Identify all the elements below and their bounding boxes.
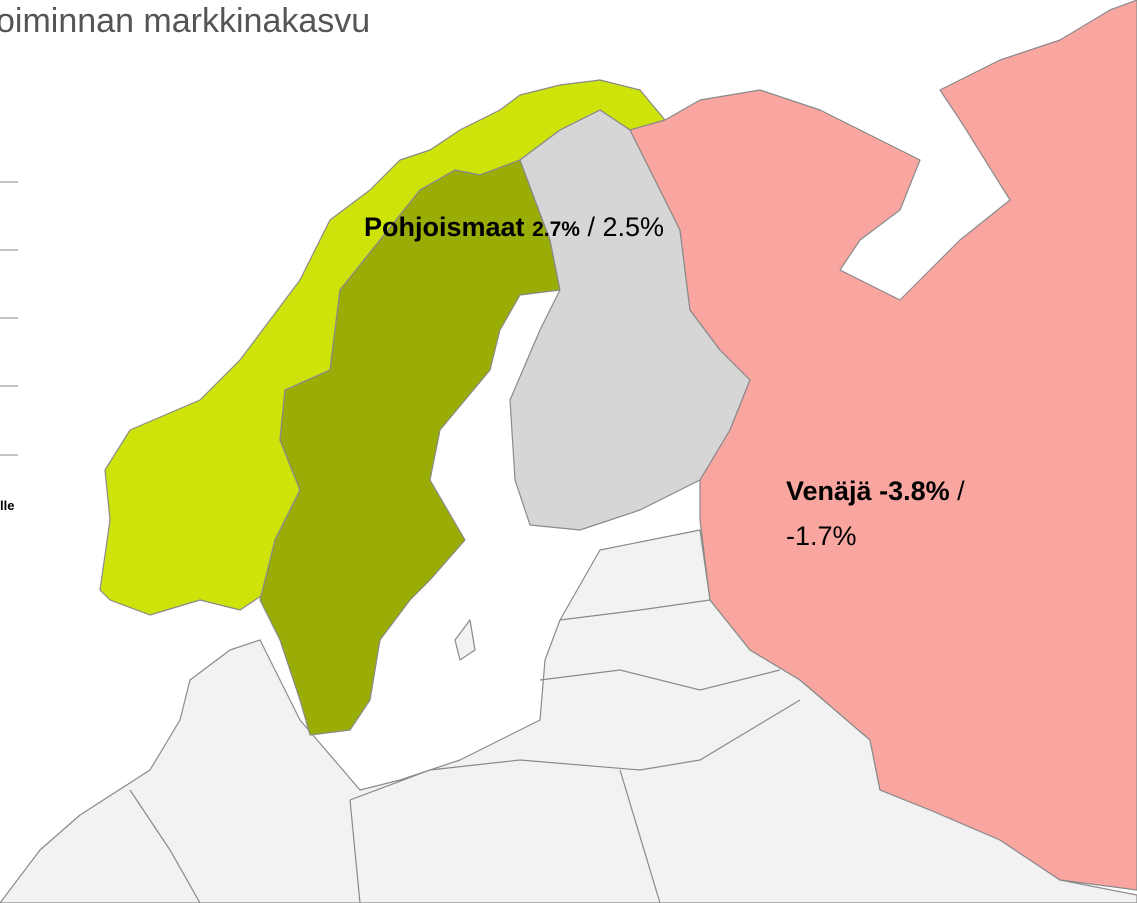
region-value-secondary: / 2.5% <box>587 212 664 242</box>
country-border <box>559 599 711 621</box>
axis-fragment <box>0 181 18 456</box>
region-value: 2.7% <box>532 218 580 241</box>
region-value: -3.8% <box>879 476 950 506</box>
region-value-secondary: -1.7% <box>786 521 857 551</box>
island <box>454 619 476 661</box>
side-label: lle <box>0 498 14 513</box>
russia <box>629 0 1137 891</box>
country-border <box>349 799 361 903</box>
region-label: Venäjä -3.8% / <box>786 476 965 506</box>
separator: / <box>957 476 965 506</box>
region-name: Venäjä <box>786 476 873 506</box>
country-border <box>129 789 201 903</box>
title: oiminnan markkinakasvu <box>0 2 370 40</box>
sweden <box>259 159 561 736</box>
region-label: Pohjoismaat 2.7% / 2.5% <box>364 212 664 242</box>
country-border <box>349 699 801 801</box>
region-name: Pohjoismaat <box>364 212 525 242</box>
country-border <box>539 669 781 691</box>
country-border <box>619 769 661 903</box>
